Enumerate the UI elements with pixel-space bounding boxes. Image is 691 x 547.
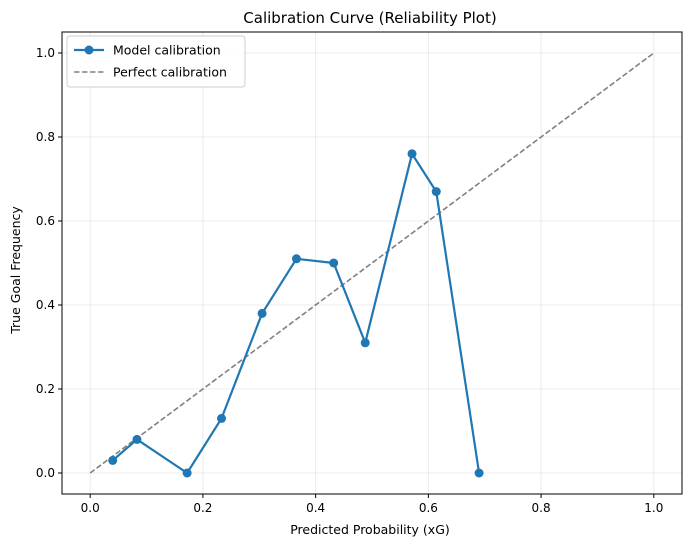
x-axis-label: Predicted Probability (xG) — [290, 522, 450, 537]
data-point-model-calibration — [407, 149, 417, 159]
x-tick-label: 0.8 — [532, 501, 551, 515]
x-tick-label: 0.0 — [81, 501, 100, 515]
y-tick-label: 0.0 — [36, 466, 55, 480]
legend: Model calibration Perfect calibration — [66, 35, 246, 88]
y-tick-label: 0.2 — [36, 382, 55, 396]
legend-box — [66, 35, 246, 88]
plot-frame — [61, 31, 683, 495]
series-layer — [89, 52, 655, 478]
y-axis-ticks: 0.0 0.2 0.4 0.6 0.8 1.0 — [36, 46, 62, 480]
data-point-model-calibration — [431, 187, 441, 197]
y-tick-label: 0.4 — [36, 298, 55, 312]
y-tick-label: 0.6 — [36, 214, 55, 228]
series-line-perfect-calibration — [89, 52, 655, 474]
y-axis-label: True Goal Frequency — [8, 206, 23, 335]
x-tick-label: 0.4 — [306, 501, 325, 515]
data-point-model-calibration — [132, 434, 142, 444]
x-axis-ticks: 0.0 0.2 0.4 0.6 0.8 1.0 — [81, 494, 663, 515]
data-point-model-calibration — [329, 258, 339, 268]
data-point-model-calibration — [257, 308, 267, 318]
y-tick-label: 1.0 — [36, 46, 55, 60]
y-tick-label: 0.8 — [36, 130, 55, 144]
legend-label-model: Model calibration — [113, 43, 221, 58]
chart-title: Calibration Curve (Reliability Plot) — [243, 9, 496, 27]
legend-marker-model — [84, 45, 94, 55]
x-tick-label: 0.6 — [419, 501, 438, 515]
x-tick-label: 0.2 — [193, 501, 212, 515]
series-line-model-calibration — [112, 152, 481, 475]
data-point-model-calibration — [182, 468, 192, 478]
data-point-model-calibration — [217, 413, 227, 423]
data-point-model-calibration — [360, 338, 370, 348]
data-point-model-calibration — [474, 468, 484, 478]
x-tick-label: 1.0 — [644, 501, 663, 515]
data-point-model-calibration — [291, 254, 301, 264]
legend-label-perfect: Perfect calibration — [113, 65, 227, 80]
data-point-model-calibration — [108, 455, 118, 465]
